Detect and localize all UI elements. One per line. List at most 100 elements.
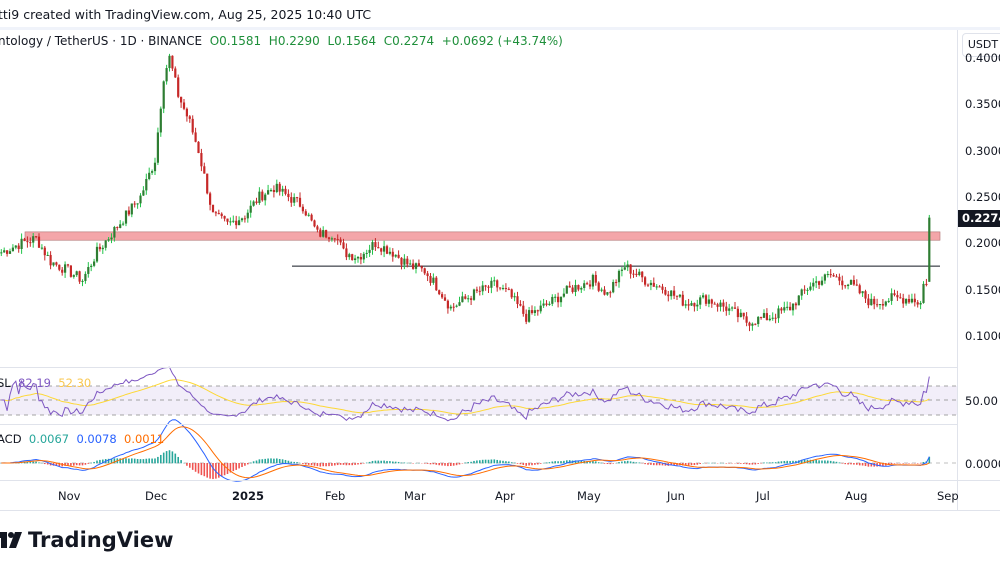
macd-hist-bar bbox=[490, 459, 493, 464]
candle-body bbox=[287, 193, 290, 198]
candle-body bbox=[687, 304, 690, 306]
candle-body bbox=[655, 286, 658, 288]
pane-divider[interactable] bbox=[0, 367, 957, 368]
macd-hist-bar bbox=[278, 458, 281, 464]
candle-body bbox=[571, 287, 574, 292]
symbol-name[interactable]: ntology / TetherUS · 1D · BINANCE bbox=[0, 34, 203, 48]
candle-body bbox=[356, 257, 360, 259]
currency-button[interactable]: USDT bbox=[962, 33, 1000, 57]
candle-body bbox=[475, 289, 478, 291]
candle-body bbox=[17, 245, 20, 250]
candle-body bbox=[818, 281, 821, 285]
macd-hist-bar bbox=[502, 460, 504, 464]
candle-body bbox=[893, 293, 896, 296]
candle-body bbox=[293, 197, 296, 203]
macd-hist-bar bbox=[554, 461, 556, 464]
candle-body bbox=[455, 305, 458, 307]
candle-body bbox=[536, 310, 539, 312]
macd-hist-bar bbox=[661, 463, 664, 466]
candle-body bbox=[902, 298, 905, 304]
macd-hist-bar bbox=[354, 463, 356, 465]
price-axis-border bbox=[957, 30, 958, 510]
macd-hist-bar bbox=[487, 459, 490, 464]
macd-hist-bar bbox=[606, 463, 609, 464]
macd-hist-bar bbox=[386, 460, 388, 464]
candle-body bbox=[928, 217, 931, 282]
candle-body bbox=[733, 307, 737, 309]
macd-hist-bar bbox=[186, 463, 188, 466]
candle-body bbox=[910, 298, 913, 303]
candle-body bbox=[32, 236, 35, 243]
macd-line bbox=[1, 419, 930, 482]
macd-hist-bar bbox=[708, 462, 710, 464]
candle-body bbox=[322, 230, 325, 237]
macd-signal-line bbox=[1, 426, 930, 479]
macd-hist-bar bbox=[856, 463, 858, 465]
macd-hist-bar bbox=[557, 461, 559, 464]
candle-body bbox=[275, 183, 278, 193]
macd-hist-bar bbox=[322, 463, 324, 467]
candle-body bbox=[829, 274, 832, 276]
macd-hist-bar bbox=[435, 463, 438, 465]
candle-body bbox=[95, 246, 99, 262]
macd-hist-bar bbox=[870, 463, 873, 467]
time-tick: 2025 bbox=[232, 489, 265, 503]
macd-hist-bar bbox=[87, 463, 90, 464]
candle-body bbox=[272, 189, 275, 193]
candle-body bbox=[597, 282, 600, 291]
macd-hist-bar bbox=[348, 463, 351, 466]
macd-hist-bar bbox=[769, 462, 771, 464]
candle-body bbox=[499, 287, 502, 289]
macd-hist-bar bbox=[479, 460, 481, 464]
candle-body bbox=[35, 236, 38, 238]
candle-body bbox=[429, 276, 432, 283]
macd-hist-bar bbox=[307, 463, 310, 465]
pane-divider[interactable] bbox=[0, 424, 957, 425]
macd-hist-bar bbox=[818, 460, 820, 464]
macd-hist-bar bbox=[423, 463, 426, 464]
candle-body bbox=[104, 240, 107, 248]
macd-hist-bar bbox=[687, 463, 690, 466]
macd-hist-bar bbox=[255, 460, 258, 464]
macd-hist-bar bbox=[180, 460, 182, 464]
macd-hist-bar bbox=[809, 459, 812, 464]
macd-hist-bar bbox=[400, 462, 403, 464]
macd-hist-bar bbox=[200, 463, 203, 476]
candle-body bbox=[847, 284, 850, 287]
macd-hist-bar bbox=[229, 463, 232, 473]
macd-hist-bar bbox=[792, 460, 794, 464]
macd-hist-bar bbox=[276, 458, 278, 464]
tradingview-logo[interactable]: TradingView bbox=[0, 528, 173, 552]
macd-hist-bar bbox=[725, 463, 728, 464]
macd-hist-bar bbox=[35, 461, 37, 464]
candle-body bbox=[409, 263, 412, 265]
candle-body bbox=[180, 96, 183, 103]
candle-body bbox=[751, 323, 754, 326]
candle-body bbox=[217, 213, 220, 215]
macd-hist-bar bbox=[539, 463, 542, 464]
candle-body bbox=[142, 190, 145, 196]
candle-body bbox=[229, 221, 232, 223]
macd-hist-bar bbox=[867, 463, 870, 467]
price-chart[interactable] bbox=[0, 0, 957, 510]
macd-hist-bar bbox=[162, 452, 165, 464]
macd-hist-bar bbox=[522, 463, 525, 465]
candle-body bbox=[342, 242, 345, 249]
macd-hist-bar bbox=[191, 463, 194, 470]
candle-body bbox=[55, 262, 58, 265]
macd-hist-bar bbox=[467, 462, 469, 464]
macd-hist-bar bbox=[684, 463, 687, 466]
macd-hist-bar bbox=[284, 459, 287, 464]
candle-body bbox=[325, 230, 328, 238]
candle-body bbox=[470, 298, 473, 300]
candle-body bbox=[394, 254, 397, 257]
macd-hist-bar bbox=[81, 463, 84, 466]
macd-hist-bar bbox=[394, 461, 397, 464]
candle-body bbox=[458, 302, 461, 306]
macd-hist-bar bbox=[113, 458, 116, 464]
macd-hist-bar bbox=[513, 462, 516, 464]
candle-body bbox=[452, 306, 455, 308]
macd-hist-bar bbox=[922, 461, 925, 464]
candle-body bbox=[40, 247, 43, 249]
